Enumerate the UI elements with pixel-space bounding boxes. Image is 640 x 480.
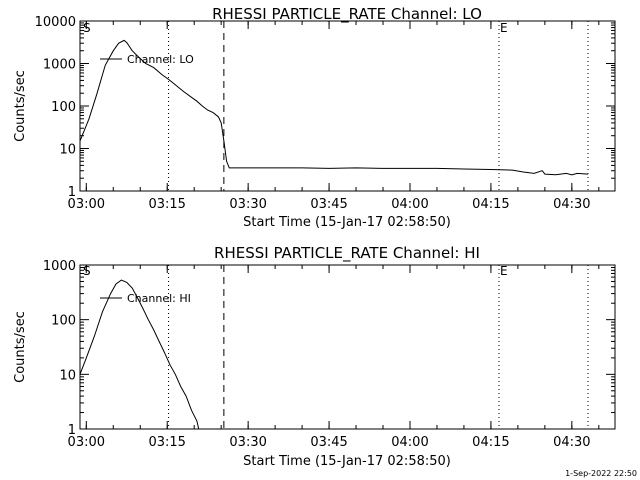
- plot-frame: [79, 264, 616, 430]
- x-tick-label: 04:30: [553, 197, 590, 212]
- x-tick-label: 03:00: [68, 435, 105, 450]
- chart-panel-hi: RHESSI PARTICLE_RATE Channel: HI 1101001…: [13, 244, 616, 469]
- corner-marker-end: E: [500, 264, 508, 278]
- x-tick-label: 04:30: [553, 435, 590, 450]
- y-tick-label: 10000: [35, 15, 76, 30]
- x-axis-label: Start Time (15-Jan-17 02:58:50): [243, 215, 451, 230]
- chart-title: RHESSI PARTICLE_RATE Channel: HI: [214, 244, 480, 263]
- x-tick-label: 03:45: [310, 435, 347, 450]
- y-tick-label: 1000: [43, 58, 76, 73]
- corner-marker-start: S: [83, 264, 91, 278]
- series-line-hi: [79, 279, 200, 430]
- y-tick-label: 10: [59, 143, 76, 158]
- reference-lines: [168, 21, 589, 191]
- y-tick-label: 100: [51, 314, 76, 329]
- x-tick-label: 04:00: [391, 435, 428, 450]
- y-axis: 1 10 100 1000: [43, 259, 615, 438]
- x-tick-label: 03:15: [148, 435, 185, 450]
- y-axis-label: Counts/sec: [13, 311, 28, 383]
- y-tick-label: 100: [51, 100, 76, 115]
- x-tick-label: 04:15: [472, 197, 509, 212]
- plot-frame: [79, 20, 616, 192]
- x-axis: 03:00 03:15 03:30 03:45 04:00 04:15 04:30: [68, 265, 600, 450]
- reference-lines: [168, 265, 589, 429]
- x-tick-label: 03:15: [148, 197, 185, 212]
- series-line-lo: [79, 39, 589, 176]
- x-axis: 03:00 03:15 03:30 03:45 04:00 04:15 04:30: [68, 21, 600, 212]
- y-axis: 1 10 100 1000 10000: [35, 15, 615, 200]
- y-tick-label: 1: [68, 423, 76, 438]
- footer-timestamp: 1-Sep-2022 22:50: [565, 469, 637, 478]
- corner-marker-start: S: [83, 21, 91, 35]
- x-tick-label: 03:45: [310, 197, 347, 212]
- x-tick-label: 03:30: [229, 435, 266, 450]
- x-tick-label: 04:15: [472, 435, 509, 450]
- chart-title: RHESSI PARTICLE_RATE Channel: LO: [212, 5, 482, 24]
- chart-panel-lo: RHESSI PARTICLE_RATE Channel: LO 1101001…: [13, 5, 616, 230]
- x-tick-label: 04:00: [391, 197, 428, 212]
- corner-marker-end: E: [500, 21, 508, 35]
- y-tick-label: 1: [68, 185, 76, 200]
- legend-label: Channel: LO: [127, 53, 194, 66]
- x-tick-label: 03:30: [229, 197, 266, 212]
- x-tick-label: 03:00: [68, 197, 105, 212]
- y-tick-label: 1000: [43, 259, 76, 274]
- y-axis-label: Counts/sec: [13, 70, 28, 142]
- x-axis-label: Start Time (15-Jan-17 02:58:50): [243, 454, 451, 469]
- legend-label: Channel: HI: [127, 292, 191, 305]
- y-tick-label: 10: [59, 368, 76, 383]
